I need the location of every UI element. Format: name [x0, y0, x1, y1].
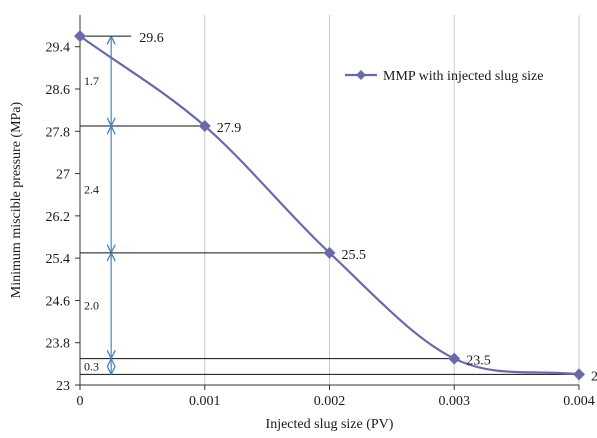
y-tick-label: 23 [56, 379, 70, 394]
x-tick-label: 0.001 [189, 394, 221, 409]
point-labels: 29.6 27.9 25.5 23.5 23.2 [139, 31, 597, 384]
grid [204, 15, 580, 385]
x-axis-title: Injected slug size (PV) [266, 417, 394, 432]
data-point-label: 27.9 [217, 121, 242, 136]
difference-arrows: 1.7 2.4 2.0 0.3 [84, 37, 111, 373]
y-tick-label: 27.8 [46, 125, 71, 140]
data-point-marker [448, 352, 461, 365]
axes: 0 0.001 0.002 0.003 0.004 23 23.8 24.6 25.4 26.2 2… [46, 15, 595, 409]
y-axis-title: Minimum miscible pressure (MPa) [9, 101, 24, 298]
y-tick-label: 29.4 [46, 41, 71, 56]
data-point-marker [323, 246, 336, 259]
y-tick-label: 27 [56, 168, 70, 183]
data-point-marker [198, 120, 211, 132]
y-tick-label: 24.6 [46, 294, 71, 309]
y-tick-label: 25.4 [46, 252, 71, 267]
x-tick-label: 0.003 [439, 394, 471, 409]
y-tick-label: 28.6 [46, 83, 71, 98]
difference-label: 0.3 [84, 360, 99, 374]
data-point-marker [74, 30, 86, 43]
data-point-label: 23.2 [591, 369, 597, 384]
data-point-label: 23.5 [466, 354, 491, 369]
x-tick-label: 0.004 [563, 394, 595, 409]
x-tick-label: 0.002 [314, 394, 346, 409]
data-point-label: 29.6 [139, 31, 164, 46]
difference-label: 1.7 [84, 74, 99, 88]
legend-label: MMP with injected slug size [383, 69, 543, 84]
y-tick-label: 23.8 [46, 337, 71, 352]
x-tick-label: 0 [77, 394, 84, 409]
reference-lines [80, 35, 579, 375]
y-tick-label: 26.2 [46, 210, 71, 225]
difference-label: 2.0 [84, 299, 99, 313]
data-point-marker [573, 368, 585, 381]
difference-label: 2.4 [84, 182, 99, 196]
data-point-label: 25.5 [342, 248, 367, 263]
legend: MMP with injected slug size [345, 69, 543, 84]
series [74, 30, 585, 381]
legend-marker [356, 70, 366, 80]
